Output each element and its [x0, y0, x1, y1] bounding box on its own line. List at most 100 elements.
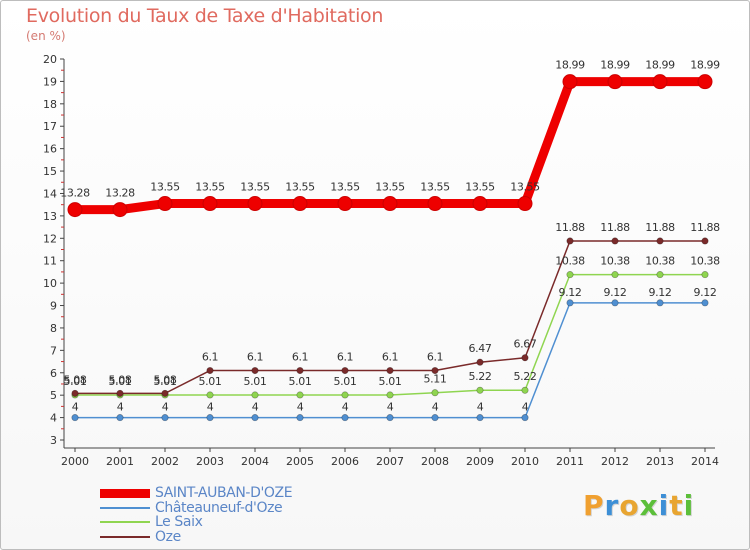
x-tick-label: 2012 [601, 455, 629, 468]
x-tick-label: 2001 [106, 455, 134, 468]
y-tick-label: 5 [50, 389, 57, 402]
legend-item: Le Saix [100, 515, 292, 530]
data-label: 4 [162, 401, 169, 414]
y-tick-label: 3 [50, 434, 57, 447]
x-tick-label: 2004 [241, 455, 269, 468]
data-point [521, 414, 529, 422]
data-label: 4 [432, 401, 439, 414]
data-label: 4 [387, 401, 394, 414]
data-point [566, 299, 574, 307]
x-tick-label: 2000 [61, 455, 89, 468]
data-point [701, 237, 709, 245]
data-label: 6.1 [382, 351, 398, 364]
data-label: 10.38 [555, 255, 585, 268]
legend-label: SAINT-AUBAN-D'OZE [155, 485, 293, 502]
data-point [206, 366, 214, 375]
series-lines [67, 74, 713, 422]
data-point [202, 196, 218, 212]
data-point [161, 414, 169, 422]
y-tick-label: 12 [43, 232, 57, 245]
data-point [656, 237, 664, 245]
data-labels: 4 4 4 4 4 4 4 4 4 4 49.12 9.12 9.12 9.125.01 5.01 5.01 5… [60, 59, 720, 414]
data-point [476, 386, 484, 394]
data-label: 5.11 [424, 373, 447, 386]
data-point [431, 366, 439, 375]
data-point [161, 389, 169, 397]
legend-item: SAINT-AUBAN-D'OZE [100, 485, 293, 502]
legend-swatch [100, 535, 150, 538]
data-label: 9.12 [559, 286, 582, 299]
y-tick-label: 16 [43, 143, 57, 156]
data-label: 4 [477, 401, 484, 414]
x-tick-label: 2003 [196, 455, 224, 468]
data-point [427, 196, 443, 212]
y-tick-label: 4 [50, 412, 57, 425]
data-point [71, 389, 79, 397]
data-point [566, 271, 574, 279]
data-point [251, 391, 259, 399]
data-label: 4 [72, 401, 79, 414]
data-point [341, 414, 349, 422]
data-label: 4 [297, 401, 304, 414]
data-label: 13.55 [150, 181, 180, 194]
data-label: 6.1 [427, 351, 443, 364]
data-point [206, 414, 214, 422]
data-label: 6.1 [247, 351, 263, 364]
data-point [476, 358, 484, 366]
data-label: 11.88 [645, 221, 675, 234]
legend-swatch [100, 488, 150, 498]
data-label: 13.55 [240, 181, 270, 194]
data-label: 9.12 [694, 286, 717, 299]
x-tick-label: 2002 [151, 455, 179, 468]
y-tick-label: 9 [50, 300, 57, 313]
y-tick-label: 18 [43, 98, 57, 111]
data-point [701, 271, 709, 279]
data-label: 9.12 [604, 286, 627, 299]
data-label: 5.08 [154, 373, 177, 386]
chart-unit-label: (en %) [26, 29, 66, 43]
data-label: 13.55 [420, 181, 450, 194]
data-label: 18.99 [690, 59, 720, 72]
data-label: 10.38 [600, 255, 630, 268]
y-tick-label: 8 [50, 322, 57, 335]
data-point [112, 202, 128, 218]
data-point [296, 391, 304, 399]
legend-label: Châteauneuf-d'Oze [155, 499, 283, 516]
data-point [292, 196, 308, 212]
data-label: 5.01 [244, 375, 267, 388]
data-point [386, 366, 394, 375]
y-tick-label: 6 [50, 367, 57, 380]
data-point [206, 391, 214, 399]
data-label: 4 [207, 401, 214, 414]
data-label: 6.1 [292, 351, 308, 364]
data-point [611, 271, 619, 279]
data-label: 13.55 [510, 181, 540, 194]
data-point [431, 389, 439, 397]
data-label: 6.47 [469, 342, 492, 355]
data-point [296, 366, 304, 375]
data-point [341, 391, 349, 399]
data-point [67, 202, 83, 218]
data-label: 5.08 [109, 373, 132, 386]
data-point [157, 196, 173, 212]
x-tick-label: 2006 [331, 455, 359, 468]
data-point [472, 196, 488, 212]
data-point [607, 74, 623, 90]
data-label: 11.88 [690, 221, 720, 234]
data-point [341, 366, 349, 375]
x-tick-label: 2007 [376, 455, 404, 468]
chart-title: Evolution du Taux de Taxe d'Habitation [26, 5, 384, 27]
data-label: 11.88 [555, 221, 585, 234]
data-point [251, 414, 259, 422]
x-tick-label: 2010 [511, 455, 539, 468]
data-label: 5.01 [334, 375, 357, 388]
data-label: 10.38 [645, 255, 675, 268]
data-point [71, 414, 79, 422]
x-tick-label: 2005 [286, 455, 314, 468]
data-point [521, 354, 529, 362]
data-point [697, 74, 713, 90]
legend-item: Oze [100, 530, 292, 545]
data-label: 13.55 [330, 181, 360, 194]
y-tick-label: 19 [43, 75, 57, 88]
